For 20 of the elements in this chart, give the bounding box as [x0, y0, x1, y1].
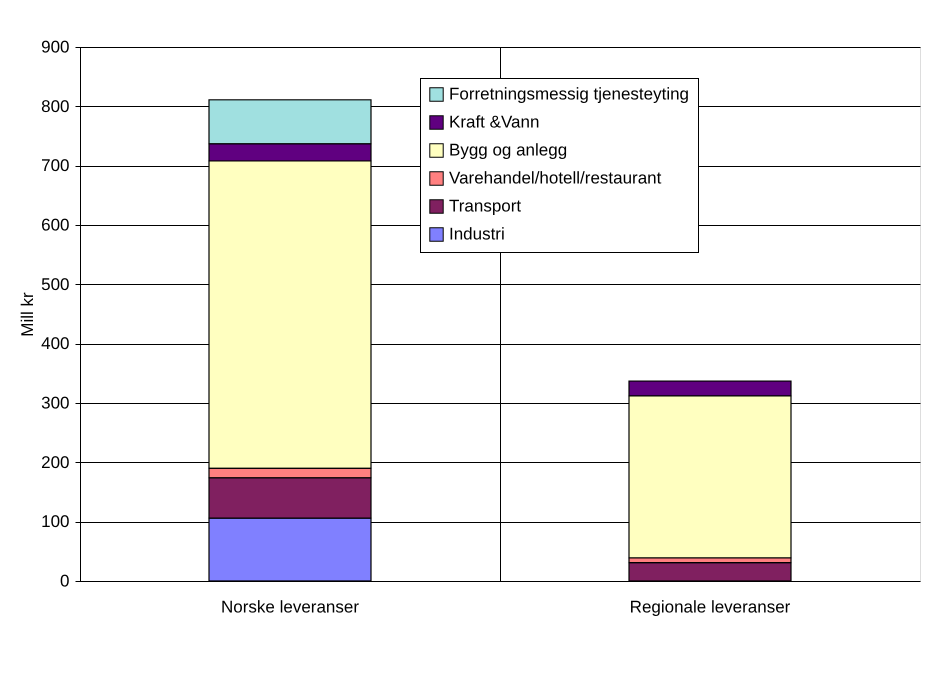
y-axis-title: Mill kr — [18, 292, 38, 337]
y-tick-label: 0 — [60, 572, 70, 590]
y-tick-label: 600 — [41, 216, 70, 234]
y-tick-label: 100 — [41, 512, 70, 532]
x-tick-label: Norske leveranser — [221, 598, 360, 616]
bar — [628, 562, 792, 582]
y-tick-label: 900 — [41, 38, 70, 56]
legend-label: Kraft &Vann — [449, 112, 540, 132]
y-tick-label: 200 — [41, 452, 70, 472]
y-tick-label: 400 — [41, 334, 70, 354]
legend-label: Transport — [449, 196, 522, 216]
y-tick-label: 800 — [41, 96, 70, 116]
y-tick-label: 700 — [41, 156, 70, 176]
legend-label: Varehandel/hotell/restaurant — [449, 168, 662, 188]
legend-label: Industri — [449, 224, 505, 244]
y-tick-label: 300 — [41, 394, 70, 412]
legend-label: Forretningsmessig tjenesteyting — [449, 84, 690, 104]
x-tick-label: Regionale leveranser — [630, 598, 791, 616]
y-tick-label: 500 — [41, 274, 70, 294]
legend-label: Bygg og anlegg — [449, 140, 568, 160]
